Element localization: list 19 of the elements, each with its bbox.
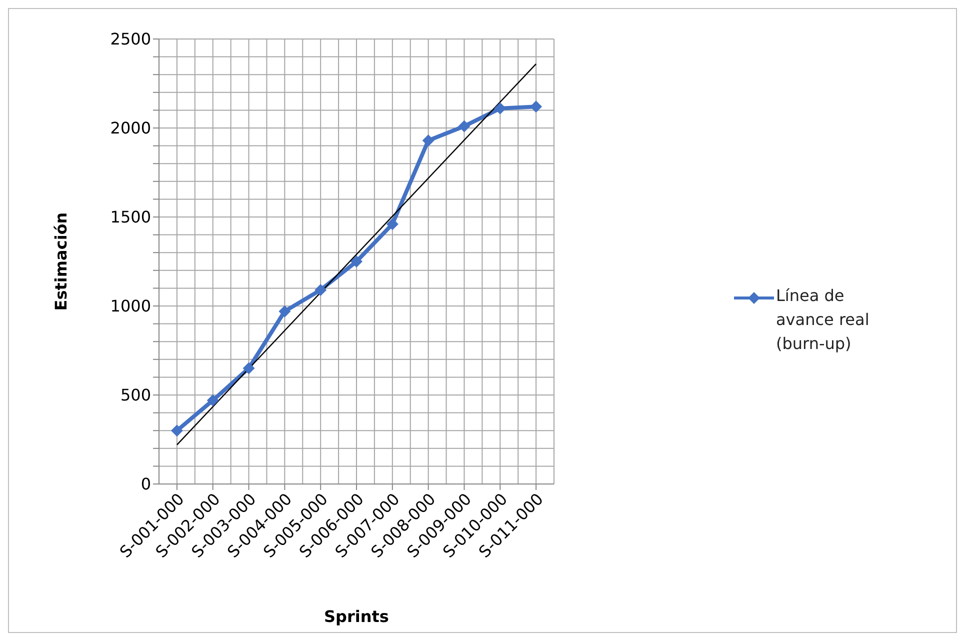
point: [422, 134, 434, 146]
y-axis-title: Estimación: [52, 212, 71, 311]
y-tick-label: 1000: [110, 296, 151, 316]
y-tick-label: 2000: [110, 118, 151, 138]
y-tick-label: 0: [140, 474, 151, 494]
y-tick-label: 1500: [110, 208, 151, 227]
point: [530, 100, 542, 113]
y-tick-label: 2500: [110, 30, 151, 49]
point: [278, 305, 291, 318]
point: [242, 362, 255, 374]
x-axis-title: Sprints: [324, 607, 389, 626]
point: [386, 218, 398, 230]
point: [350, 256, 362, 268]
point: [314, 284, 327, 296]
point: [170, 424, 183, 437]
point: [206, 394, 219, 406]
point: [458, 120, 470, 132]
y-tick-label: 500: [120, 386, 151, 405]
legend-label: Línea de avance real (burn-up): [776, 284, 870, 354]
